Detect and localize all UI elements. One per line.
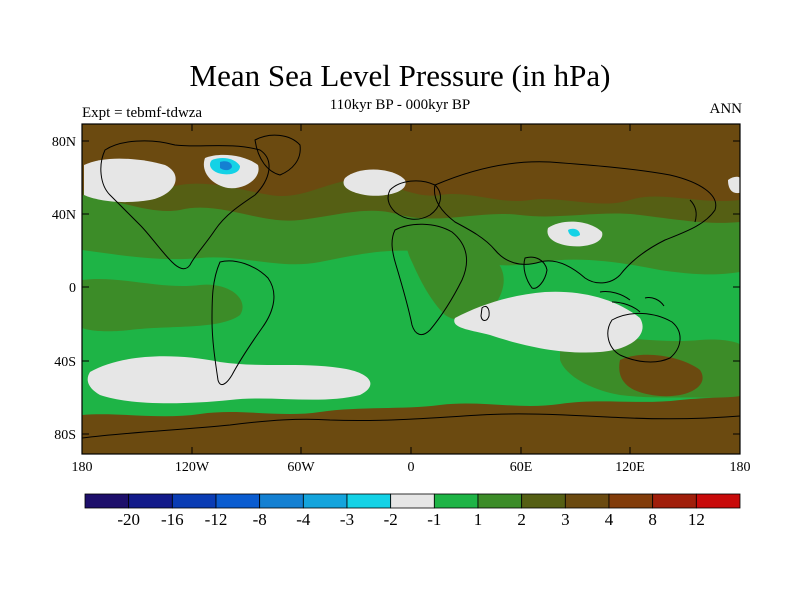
longitude-labels: 180 120W 60W 0 60E 120E 180 <box>72 460 751 475</box>
lon-label: 120W <box>175 460 210 475</box>
colorbar-box <box>695 493 741 509</box>
field-white-indian-ocean <box>454 291 643 353</box>
colorbar-box <box>84 493 130 509</box>
colorbar-box <box>652 493 697 509</box>
colorbar-box <box>521 493 566 509</box>
colorbar-label: -8 <box>253 510 267 529</box>
season-label: ANN <box>709 101 743 117</box>
colorbar-label: 1 <box>474 510 483 529</box>
field-olive-pacific <box>82 278 243 332</box>
lat-label: 40S <box>54 355 76 370</box>
coastlines <box>82 134 740 439</box>
colorbar-label: -2 <box>384 510 398 529</box>
lon-label: 60E <box>510 460 533 475</box>
colorbar-label: -4 <box>296 510 311 529</box>
field-white-north-pacific <box>84 158 176 203</box>
colorbar-label: 8 <box>648 510 657 529</box>
colorbar-box <box>477 493 523 509</box>
lon-label: 180 <box>72 460 93 475</box>
field-olive-africa <box>406 229 504 321</box>
lon-label: 180 <box>730 460 751 475</box>
latitude-labels: 80N 40N 0 40S 80S <box>52 135 76 443</box>
map-title: Mean Sea Level Pressure (in hPa) <box>189 58 611 93</box>
colorbar-label: -16 <box>161 510 184 529</box>
colorbar-label: 2 <box>517 510 526 529</box>
colorbar-box <box>564 493 610 509</box>
axis-ticks <box>81 124 741 454</box>
colorbar-box <box>128 493 173 509</box>
field-brown-nz <box>619 354 703 397</box>
colorbar-box <box>171 493 217 509</box>
lon-label: 60W <box>287 460 315 475</box>
colorbar-label: -3 <box>340 510 354 529</box>
lon-label: 0 <box>408 460 415 475</box>
field-white-east-asia <box>728 176 740 194</box>
lat-label: 80S <box>54 428 76 443</box>
map-subtitle: 110kyr BP - 000kyr BP <box>329 97 471 113</box>
field-brown-south <box>82 396 740 454</box>
lat-label: 0 <box>69 281 76 296</box>
colorbar-box <box>608 493 654 509</box>
field-cyan-tibet <box>568 228 580 237</box>
colorbar-box <box>215 493 261 509</box>
colorbar-box <box>346 493 392 509</box>
colorbar-box <box>302 493 348 509</box>
lat-label: 40N <box>52 208 76 223</box>
colorbar-label: 4 <box>605 510 614 529</box>
colorbar-label: -1 <box>427 510 441 529</box>
colorbar-label: -12 <box>205 510 228 529</box>
colorbar-label: 12 <box>688 510 705 529</box>
colorbar-label: -20 <box>117 510 140 529</box>
colorbar-box <box>433 493 479 509</box>
colorbar-label: 3 <box>561 510 570 529</box>
colorbar-box <box>390 493 435 509</box>
colorbar: -20 -16 -12 -8 -4 -3 -2 -1 1 2 3 4 8 12 <box>84 493 741 529</box>
map-field <box>82 124 740 454</box>
field-blue-greenland <box>220 161 232 171</box>
experiment-label: Expt = tebmf-tdwza <box>82 105 203 121</box>
lon-label: 120E <box>615 460 645 475</box>
colorbar-box <box>259 493 304 509</box>
lat-label: 80N <box>52 135 76 150</box>
